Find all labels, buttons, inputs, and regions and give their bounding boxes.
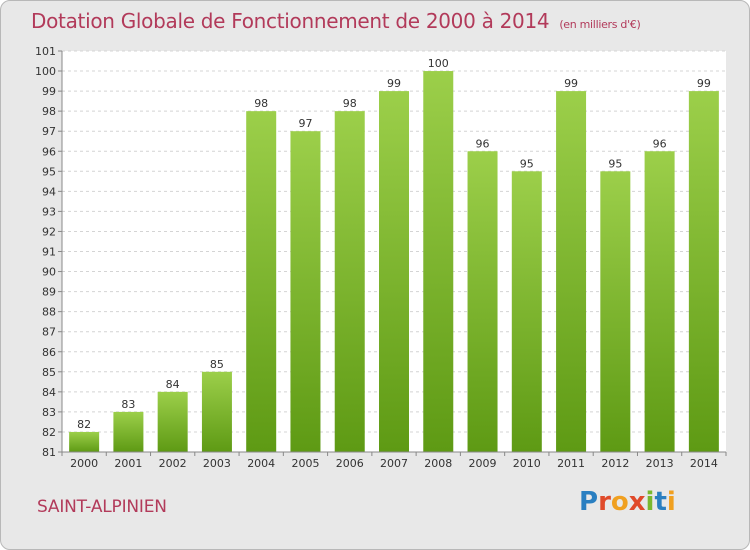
logo-letter: i bbox=[666, 487, 676, 517]
logo-letter: P bbox=[579, 487, 599, 517]
y-tick-label: 96 bbox=[42, 145, 56, 158]
y-tick-label: 93 bbox=[42, 205, 56, 218]
x-tick-label: 2001 bbox=[114, 457, 142, 470]
y-tick-label: 99 bbox=[42, 85, 56, 98]
bar-2014 bbox=[688, 91, 719, 452]
y-tick-label: 100 bbox=[35, 65, 56, 78]
data-label-2001: 83 bbox=[121, 398, 135, 411]
bar-2003 bbox=[201, 371, 232, 452]
bar-2007 bbox=[379, 91, 409, 452]
x-tick-label: 2006 bbox=[336, 457, 364, 470]
y-tick-label: 92 bbox=[42, 225, 56, 238]
bar-2001 bbox=[113, 411, 144, 452]
y-tick-label: 88 bbox=[42, 306, 56, 319]
data-label-2014: 99 bbox=[697, 77, 711, 90]
data-label-2011: 99 bbox=[564, 77, 578, 90]
y-tick-label: 98 bbox=[42, 105, 56, 118]
commune-name: SAINT-ALPINIEN bbox=[37, 497, 167, 517]
bar-2010 bbox=[511, 171, 542, 453]
x-tick-label: 2000 bbox=[70, 457, 98, 470]
x-tick-label: 2012 bbox=[601, 457, 629, 470]
bar-2009 bbox=[467, 151, 498, 452]
y-axis: 81 82 83 84 85 86 87 88 89 90 91 92 93 94 95 96 97 98 99 10… bbox=[35, 45, 63, 459]
y-tick-label: 87 bbox=[42, 326, 56, 339]
x-tick-label: 2013 bbox=[646, 457, 674, 470]
y-tick-label: 86 bbox=[42, 346, 56, 359]
x-tick-label: 2010 bbox=[513, 457, 541, 470]
y-tick-label: 91 bbox=[42, 246, 56, 259]
y-tick-label: 83 bbox=[42, 406, 56, 419]
data-label-2012: 95 bbox=[608, 157, 622, 170]
x-tick-label: 2014 bbox=[690, 457, 718, 470]
y-tick-label: 89 bbox=[42, 286, 56, 299]
y-tick-label: 97 bbox=[42, 125, 56, 138]
bars: 82 83 84 85 98 97 98 99 100 96 95 99 95 96 99 bbox=[69, 57, 719, 453]
data-label-2002: 84 bbox=[166, 378, 180, 391]
bar-2012 bbox=[600, 171, 631, 453]
x-tick-label: 2008 bbox=[424, 457, 452, 470]
y-tick-label: 90 bbox=[42, 266, 56, 279]
bar-2008 bbox=[423, 71, 454, 453]
bar-2013 bbox=[644, 151, 675, 452]
proxiti-logo: Proxiti bbox=[579, 487, 676, 517]
data-label-2006: 98 bbox=[343, 97, 357, 110]
y-tick-label: 101 bbox=[35, 45, 56, 58]
bar-2011 bbox=[556, 91, 587, 452]
bar-2005 bbox=[290, 131, 321, 452]
logo-letter: t bbox=[654, 487, 667, 517]
y-tick-label: 81 bbox=[42, 446, 56, 459]
y-tick-label: 85 bbox=[42, 366, 56, 379]
x-tick-label: 2011 bbox=[557, 457, 585, 470]
logo-letter: o bbox=[610, 487, 629, 517]
data-label-2010: 95 bbox=[520, 157, 534, 170]
logo-letter: i bbox=[645, 487, 655, 517]
data-label-2013: 96 bbox=[653, 137, 667, 150]
chart-title: Dotation Globale de Fonctionnement de 20… bbox=[31, 9, 641, 33]
x-tick-label: 2003 bbox=[203, 457, 231, 470]
x-tick-label: 2009 bbox=[469, 457, 497, 470]
y-tick-label: 94 bbox=[42, 185, 56, 198]
y-tick-label: 84 bbox=[42, 386, 56, 399]
data-label-2005: 97 bbox=[298, 117, 312, 130]
chart-subtitle: (en milliers d'€) bbox=[559, 18, 641, 31]
data-label-2000: 82 bbox=[77, 418, 91, 431]
x-tick-label: 2005 bbox=[291, 457, 319, 470]
y-tick-label: 95 bbox=[42, 165, 56, 178]
chart-title-text: Dotation Globale de Fonctionnement de 20… bbox=[31, 9, 550, 33]
logo-letter: r bbox=[598, 487, 611, 517]
x-axis: 2000 2001 2002 2003 2004 2005 2006 2007 2008 2009… bbox=[61, 451, 727, 470]
data-label-2008: 100 bbox=[428, 57, 449, 70]
data-label-2003: 85 bbox=[210, 358, 224, 371]
x-tick-label: 2007 bbox=[380, 457, 408, 470]
x-tick-label: 2002 bbox=[159, 457, 187, 470]
bar-2006 bbox=[334, 111, 365, 453]
bar-2002 bbox=[157, 391, 188, 452]
bar-2000 bbox=[69, 431, 100, 452]
x-tick-label: 2004 bbox=[247, 457, 275, 470]
y-tick-label: 82 bbox=[42, 426, 56, 439]
bar-2004 bbox=[246, 111, 277, 453]
logo-letter: x bbox=[628, 487, 646, 517]
data-label-2009: 96 bbox=[476, 137, 490, 150]
data-label-2007: 99 bbox=[387, 77, 401, 90]
data-label-2004: 98 bbox=[254, 97, 268, 110]
